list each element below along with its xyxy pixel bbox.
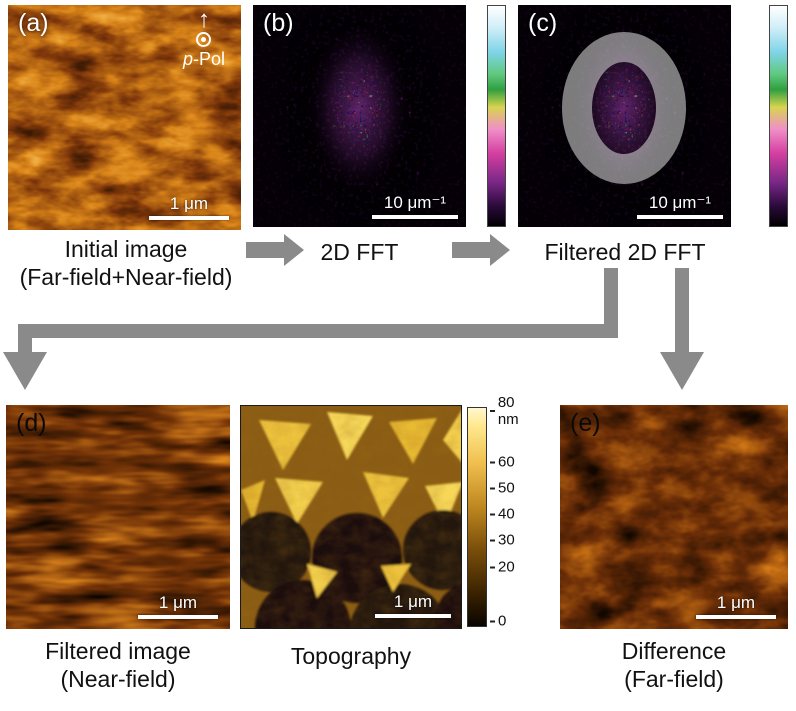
- tick-50: 50: [490, 480, 515, 497]
- fft-texture-b: [253, 5, 466, 227]
- caption-c: Filtered 2D FFT: [544, 239, 706, 265]
- scalebar-a: 1 μm: [149, 194, 229, 220]
- scalebar-topo-line: [375, 614, 451, 618]
- scalebar-e-label: 1 μm: [716, 593, 756, 612]
- p-polarization-annotation: ↑ p-Pol: [182, 6, 225, 70]
- caption-b: 2D FFT: [320, 239, 399, 265]
- scalebar-b-line: [372, 215, 458, 219]
- up-arrow-icon: ↑: [197, 6, 210, 33]
- afm-texture-e: [560, 405, 788, 629]
- tick-40: 40: [490, 506, 515, 523]
- panel-c-filtered-fft: (c) 10 μm⁻¹: [518, 5, 731, 227]
- scalebar-topo-label: 1 μm: [393, 592, 433, 611]
- circle-dot-icon: [196, 32, 212, 47]
- scalebar-d-label: 1 μm: [158, 593, 198, 612]
- colorbar-fft-c: [769, 5, 788, 227]
- panel-a-initial-image: (a) ↑ p-Pol 1 μm: [8, 5, 241, 230]
- fft-filter-mask-annulus: [562, 32, 686, 184]
- arrow-down-to-e: [660, 268, 704, 390]
- scalebar-a-line: [149, 216, 229, 220]
- scalebar-d-line: [138, 615, 218, 619]
- scalebar-e-line: [696, 615, 776, 619]
- scalebar-b: 10 μm⁻¹: [372, 193, 458, 219]
- panel-b-fft: (b) 10 μm⁻¹: [253, 5, 466, 227]
- caption-e: Difference (Far-field): [621, 638, 727, 692]
- panel-topography: 1 μm: [240, 405, 462, 629]
- caption-a: Initial image (Far-field+Near-field): [19, 236, 233, 290]
- panel-c-label: (c): [528, 9, 558, 37]
- caption-topography: Topography: [290, 643, 412, 669]
- tick-20: 20: [490, 559, 515, 576]
- scalebar-a-label: 1 μm: [169, 194, 209, 213]
- panel-d-filtered-image: (d) 1 μm: [6, 405, 230, 629]
- p-pol-text: p-Pol: [182, 49, 225, 69]
- tick-60: 60: [490, 454, 515, 471]
- scalebar-c-label: 10 μm⁻¹: [648, 193, 712, 212]
- tick-80nm: 80 nm: [490, 394, 538, 428]
- caption-d: Filtered image (Near-field): [45, 638, 191, 692]
- afm-texture-d: [6, 405, 230, 629]
- scalebar-b-label: 10 μm⁻¹: [383, 193, 447, 212]
- scalebar-c: 10 μm⁻¹: [637, 193, 723, 219]
- scalebar-d: 1 μm: [138, 593, 218, 619]
- tick-0: 0: [490, 613, 506, 630]
- scalebar-c-line: [637, 215, 723, 219]
- scalebar-e: 1 μm: [696, 593, 776, 619]
- scalebar-topo: 1 μm: [375, 592, 451, 618]
- fft-texture-c: [518, 5, 731, 227]
- tick-30: 30: [490, 532, 515, 549]
- topography-texture: [241, 406, 461, 628]
- panel-e-difference: (e) 1 μm: [560, 405, 788, 629]
- panel-d-label: (d): [16, 409, 47, 437]
- colorbar-fft-b: [487, 5, 506, 227]
- colorbar-topography-ticks: 80 nm 60 50 40 30 20 0: [490, 394, 538, 630]
- panel-e-label: (e): [570, 409, 601, 437]
- panel-b-label: (b): [263, 9, 294, 37]
- colorbar-topography: [467, 407, 487, 627]
- panel-a-label: (a): [18, 9, 49, 37]
